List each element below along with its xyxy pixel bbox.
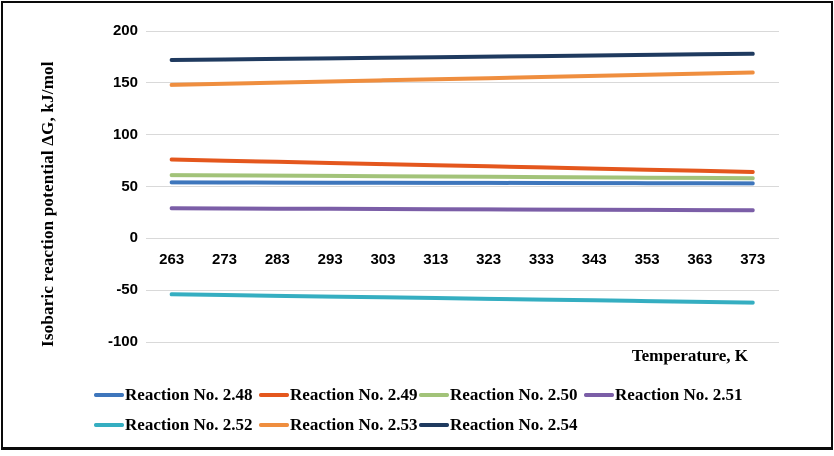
legend-label: Reaction No. 2.53 [290, 415, 418, 434]
legend-item: Reaction No. 2.54 [419, 415, 584, 435]
y-tick-label: -100 [107, 333, 138, 350]
gridline [146, 237, 779, 239]
gridline [146, 341, 779, 343]
legend-item: Reaction No. 2.52 [94, 415, 259, 435]
x-axis-title: Temperature, K [631, 346, 748, 365]
y-tick-label: -50 [116, 281, 138, 299]
x-tick-label: 363 [687, 251, 713, 268]
x-tick-label: 343 [581, 251, 607, 268]
gridline [146, 186, 779, 187]
legend-label: Reaction No. 2.54 [450, 415, 578, 434]
legend-label: Reaction No. 2.49 [290, 385, 418, 404]
x-tick-label: 333 [528, 251, 554, 268]
y-tick-label: 100 [112, 125, 138, 143]
x-tick-label: 353 [634, 251, 660, 268]
legend-label: Reaction No. 2.48 [125, 385, 253, 404]
x-tick-label: 293 [317, 251, 343, 268]
x-tick-label: 303 [370, 251, 396, 268]
x-tick-label: 273 [212, 251, 238, 268]
x-tick-label: 313 [423, 251, 449, 268]
legend-line-marker [584, 393, 614, 397]
chart-legend: Reaction No. 2.48 Reaction No. 2.49 Reacti… [94, 385, 742, 435]
legend-item: Reaction No. 2.48 [94, 385, 259, 405]
legend-label: Reaction No. 2.51 [615, 385, 743, 404]
legend-line-marker [259, 423, 289, 427]
y-axis-title: Isobaric reaction potential ΔG, kJ/mol [38, 61, 57, 347]
y-tick-label: 200 [112, 22, 138, 39]
legend-item: Reaction No. 2.49 [259, 385, 419, 405]
legend-label: Reaction No. 2.50 [450, 385, 578, 404]
gridline [146, 30, 779, 32]
x-tick-label: 323 [476, 251, 502, 268]
gridline [146, 82, 779, 84]
legend-line-marker [419, 393, 449, 397]
x-tick-label: 263 [159, 251, 185, 268]
legend-line-marker [419, 423, 449, 427]
legend-line-marker [94, 393, 124, 397]
legend-line-marker [259, 393, 289, 397]
y-tick-label: 150 [112, 73, 138, 91]
gridline [146, 134, 779, 136]
legend-item: Reaction No. 2.53 [259, 415, 419, 435]
legend-item: Reaction No. 2.50 [419, 385, 584, 405]
gridline [146, 289, 779, 291]
y-tick-label: 0 [129, 229, 138, 247]
legend-line-marker [94, 423, 124, 427]
legend-item: Reaction No. 2.51 [584, 385, 742, 405]
y-tick-label: 50 [121, 177, 138, 195]
legend-label: Reaction No. 2.52 [125, 415, 253, 434]
x-tick-label: 373 [740, 251, 766, 268]
x-tick-label: 283 [264, 251, 290, 268]
